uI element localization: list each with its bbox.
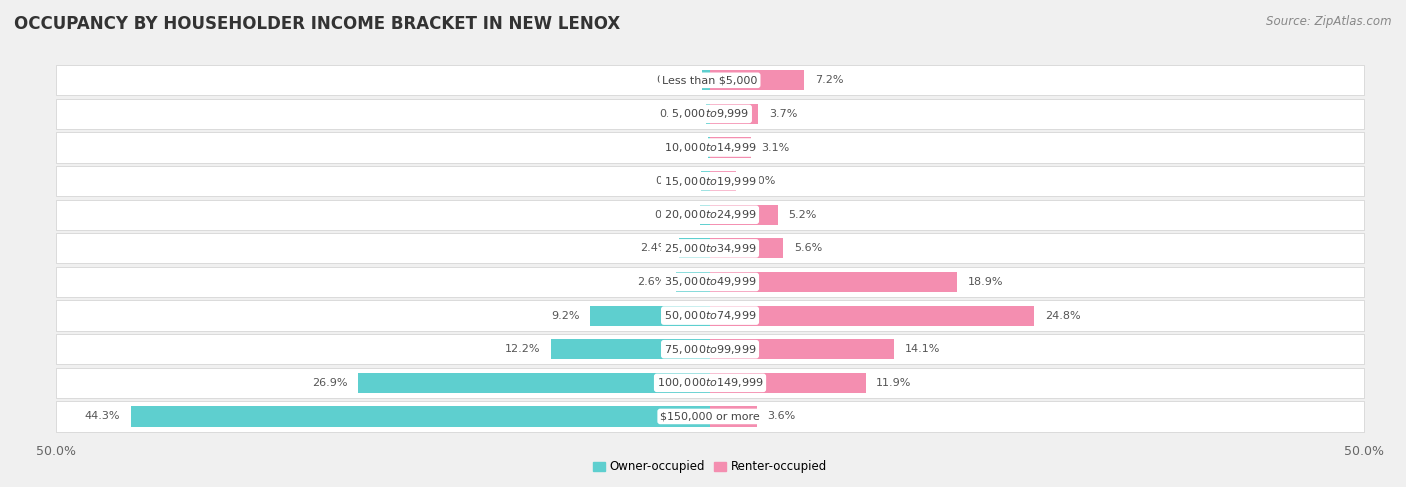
Text: 14.1%: 14.1% [905,344,941,354]
Text: Less than $5,000: Less than $5,000 [662,75,758,85]
Text: 3.6%: 3.6% [768,412,796,421]
Text: 3.7%: 3.7% [769,109,797,119]
Text: 0.73%: 0.73% [655,210,690,220]
Bar [710,70,804,91]
Text: 0.68%: 0.68% [655,176,690,186]
Bar [710,205,778,225]
Bar [710,238,783,259]
Bar [700,205,710,225]
Text: OCCUPANCY BY HOUSEHOLDER INCOME BRACKET IN NEW LENOX: OCCUPANCY BY HOUSEHOLDER INCOME BRACKET … [14,15,620,33]
Text: 2.0%: 2.0% [747,176,775,186]
Text: Source: ZipAtlas.com: Source: ZipAtlas.com [1267,15,1392,28]
Bar [710,272,957,292]
Text: 11.9%: 11.9% [876,378,911,388]
Bar [710,171,737,191]
Text: 2.4%: 2.4% [640,244,668,253]
Bar [676,272,710,292]
Text: $100,000 to $149,999: $100,000 to $149,999 [657,376,763,389]
Text: 9.2%: 9.2% [551,311,579,320]
Text: 12.2%: 12.2% [505,344,540,354]
Bar [709,137,710,158]
Text: 0.59%: 0.59% [657,75,692,85]
Bar [710,305,1035,326]
Text: 5.2%: 5.2% [789,210,817,220]
Legend: Owner-occupied, Renter-occupied: Owner-occupied, Renter-occupied [588,455,832,478]
Text: 5.6%: 5.6% [794,244,823,253]
Bar [679,238,710,259]
Bar [710,137,751,158]
Text: 3.1%: 3.1% [761,143,789,152]
Text: $10,000 to $14,999: $10,000 to $14,999 [664,141,756,154]
Text: $15,000 to $19,999: $15,000 to $19,999 [664,175,756,187]
Text: 24.8%: 24.8% [1045,311,1080,320]
Bar [589,305,710,326]
Bar [56,401,1364,431]
Text: $35,000 to $49,999: $35,000 to $49,999 [664,276,756,288]
Text: 2.6%: 2.6% [637,277,665,287]
Bar [56,267,1364,297]
Text: $150,000 or more: $150,000 or more [661,412,759,421]
Bar [703,70,710,91]
Bar [706,104,710,124]
Text: $20,000 to $24,999: $20,000 to $24,999 [664,208,756,221]
Text: 7.2%: 7.2% [814,75,844,85]
Bar [359,373,710,393]
Bar [56,65,1364,95]
Text: $25,000 to $34,999: $25,000 to $34,999 [664,242,756,255]
Bar [56,300,1364,331]
Bar [710,373,866,393]
Text: 0.34%: 0.34% [659,109,695,119]
Bar [56,166,1364,196]
Bar [131,406,710,427]
Bar [56,132,1364,163]
Text: 26.9%: 26.9% [312,378,347,388]
Text: 0.15%: 0.15% [662,143,697,152]
Bar [56,368,1364,398]
Text: $75,000 to $99,999: $75,000 to $99,999 [664,343,756,356]
Bar [702,171,710,191]
Bar [710,104,758,124]
Bar [56,200,1364,230]
Bar [56,233,1364,263]
Text: $5,000 to $9,999: $5,000 to $9,999 [671,108,749,120]
Bar [710,406,756,427]
Bar [710,339,894,359]
Bar [551,339,710,359]
Text: $50,000 to $74,999: $50,000 to $74,999 [664,309,756,322]
Bar [56,334,1364,364]
Text: 18.9%: 18.9% [967,277,1002,287]
Bar [56,99,1364,129]
Text: 44.3%: 44.3% [84,412,121,421]
